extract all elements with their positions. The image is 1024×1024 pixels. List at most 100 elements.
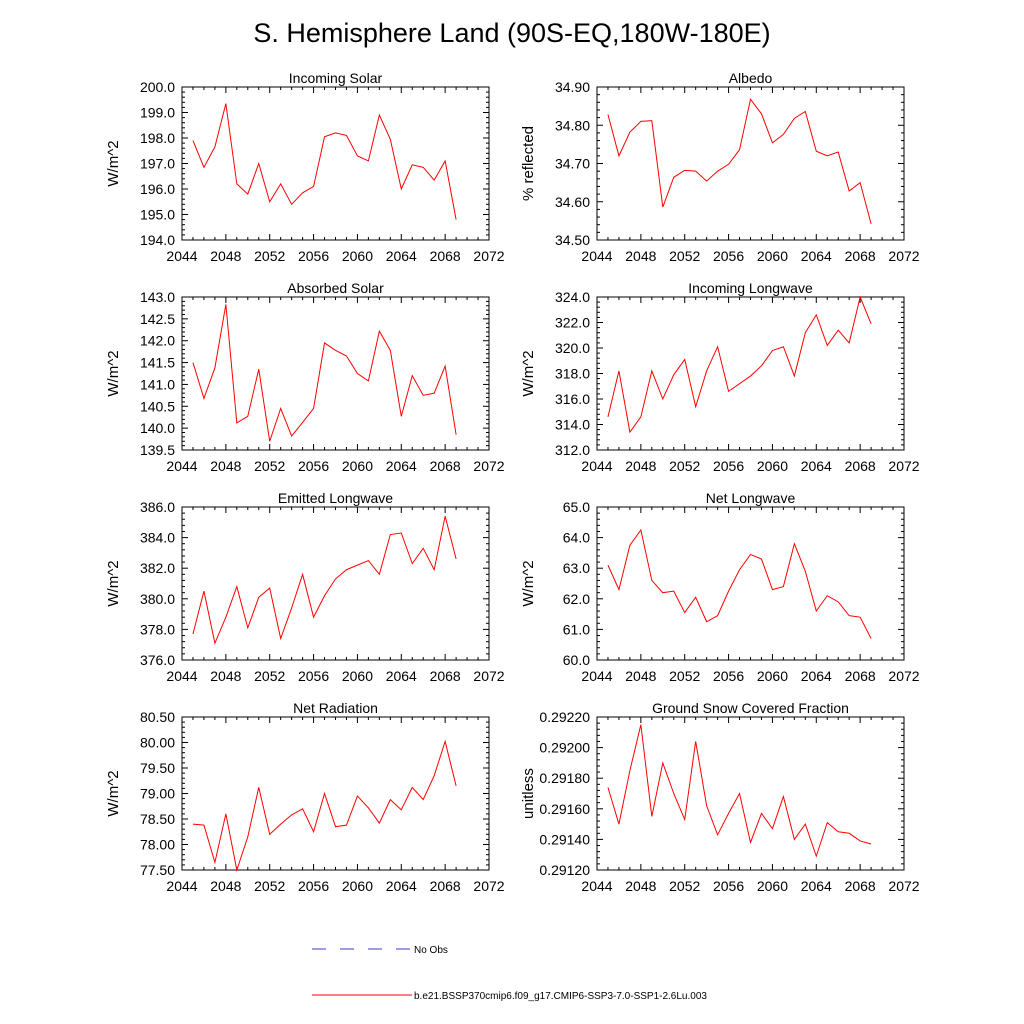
y-tick-label: 195.0	[140, 207, 175, 223]
y-tick-label: 80.00	[140, 735, 175, 751]
y-tick-label: 0.29160	[539, 801, 590, 817]
x-tick-label: 2044	[166, 878, 197, 894]
y-tick-label: 318.0	[555, 366, 590, 382]
x-tick-label: 2064	[801, 248, 832, 264]
x-tick-label: 2060	[757, 458, 788, 474]
x-tick-label: 2072	[888, 458, 919, 474]
x-tick-label: 2064	[801, 458, 832, 474]
x-tick-label: 2052	[254, 248, 285, 264]
y-tick-label: 78.00	[140, 837, 175, 853]
chart-panel: Emitted Longwave W/m^2 2044 2048 2052 2056 206…	[105, 490, 505, 684]
y-tick-label: 312.0	[555, 442, 590, 458]
x-tick-label: 2060	[342, 458, 373, 474]
y-tick-label: 200.0	[140, 79, 175, 95]
x-tick-label: 2060	[342, 248, 373, 264]
x-tick-label: 2056	[713, 878, 744, 894]
panel-title: Albedo	[729, 70, 773, 86]
chart-panel: Ground Snow Covered Fraction unitless 2044…	[520, 700, 920, 894]
x-tick-label: 2056	[713, 248, 744, 264]
series-line	[607, 98, 872, 225]
y-tick-label: 61.0	[563, 621, 590, 637]
plot-frame	[596, 506, 905, 661]
x-tick-label: 2068	[845, 878, 876, 894]
y-tick-label: 140.0	[140, 420, 175, 436]
x-tick-label: 2068	[845, 248, 876, 264]
y-tick-label: 34.50	[555, 232, 590, 248]
plot-frame	[181, 506, 490, 661]
x-tick-label: 2056	[713, 668, 744, 684]
x-tick-label: 2068	[430, 248, 461, 264]
y-tick-label: 382.0	[140, 560, 175, 576]
panel-title: Incoming Longwave	[688, 280, 813, 296]
y-tick-label: 378.0	[140, 621, 175, 637]
y-axis-label: W/m^2	[105, 140, 122, 186]
y-tick-label: 63.0	[563, 560, 590, 576]
y-tick-label: 198.0	[140, 130, 175, 146]
y-tick-label: 79.00	[140, 786, 175, 802]
figure-title: S. Hemisphere Land (90S-EQ,180W-180E)	[253, 18, 770, 48]
series-line	[192, 103, 457, 220]
y-tick-label: 62.0	[563, 591, 590, 607]
y-tick-label: 60.0	[563, 652, 590, 668]
x-tick-label: 2048	[210, 878, 241, 894]
panel-title: Net Longwave	[706, 490, 796, 506]
panels: Incoming Solar W/m^2 2044 2048 2052 2056 2060 2…	[105, 70, 920, 894]
x-tick-label: 2044	[581, 458, 612, 474]
plot-frame	[181, 86, 490, 241]
chart-panel: Albedo % reflected 2044 2048 2052 2056 2060 206…	[520, 70, 920, 264]
x-tick-label: 2044	[581, 878, 612, 894]
x-tick-label: 2044	[166, 458, 197, 474]
y-tick-label: 0.29140	[539, 831, 590, 847]
x-tick-label: 2072	[888, 248, 919, 264]
series-line	[607, 528, 872, 639]
x-tick-label: 2060	[757, 668, 788, 684]
plot-frame	[596, 86, 905, 241]
x-tick-label: 2068	[430, 458, 461, 474]
x-tick-label: 2064	[801, 668, 832, 684]
y-axis-label: W/m^2	[105, 560, 122, 606]
chart-panel: Net Longwave W/m^2 2044 2048 2052 2056 2060 206…	[520, 490, 920, 684]
y-tick-label: 140.5	[140, 398, 175, 414]
chart-panel: Absorbed Solar W/m^2 2044 2048 2052 2056 2060 2…	[105, 280, 505, 474]
x-tick-label: 2052	[669, 458, 700, 474]
y-tick-label: 196.0	[140, 181, 175, 197]
y-axis-label: W/m^2	[520, 350, 537, 396]
x-tick-label: 2044	[581, 668, 612, 684]
x-tick-label: 2048	[625, 668, 656, 684]
x-tick-label: 2068	[845, 458, 876, 474]
y-axis-label: W/m^2	[105, 770, 122, 816]
x-tick-label: 2068	[430, 668, 461, 684]
plot-frame	[181, 296, 490, 451]
x-tick-label: 2064	[386, 458, 417, 474]
x-tick-label: 2048	[625, 458, 656, 474]
y-tick-label: 78.50	[140, 811, 175, 827]
x-tick-label: 2056	[713, 458, 744, 474]
y-tick-label: 0.29120	[539, 862, 590, 878]
y-tick-label: 65.0	[563, 499, 590, 515]
y-tick-label: 386.0	[140, 499, 175, 515]
series-line	[192, 739, 457, 872]
x-tick-label: 2052	[254, 668, 285, 684]
chart-panel: Net Radiation W/m^2 2044 2048 2052 2056 2060 20…	[105, 700, 505, 894]
x-tick-label: 2048	[625, 248, 656, 264]
y-tick-label: 64.0	[563, 530, 590, 546]
x-tick-label: 2060	[342, 668, 373, 684]
y-tick-label: 34.90	[555, 79, 590, 95]
y-tick-label: 376.0	[140, 652, 175, 668]
y-tick-label: 197.0	[140, 156, 175, 172]
x-tick-label: 2052	[254, 878, 285, 894]
x-tick-label: 2044	[166, 248, 197, 264]
y-tick-label: 79.50	[140, 760, 175, 776]
plot-frame	[596, 296, 905, 451]
panel-title: Emitted Longwave	[278, 490, 393, 506]
y-axis-label: unitless	[520, 768, 537, 819]
y-tick-label: 80.50	[140, 709, 175, 725]
x-tick-label: 2044	[166, 668, 197, 684]
x-tick-label: 2052	[669, 248, 700, 264]
y-tick-label: 139.5	[140, 442, 175, 458]
x-tick-label: 2072	[473, 458, 504, 474]
x-tick-label: 2064	[386, 668, 417, 684]
y-axis-label: % reflected	[520, 126, 537, 201]
chart-panel: Incoming Solar W/m^2 2044 2048 2052 2056 2060 2…	[105, 70, 505, 264]
